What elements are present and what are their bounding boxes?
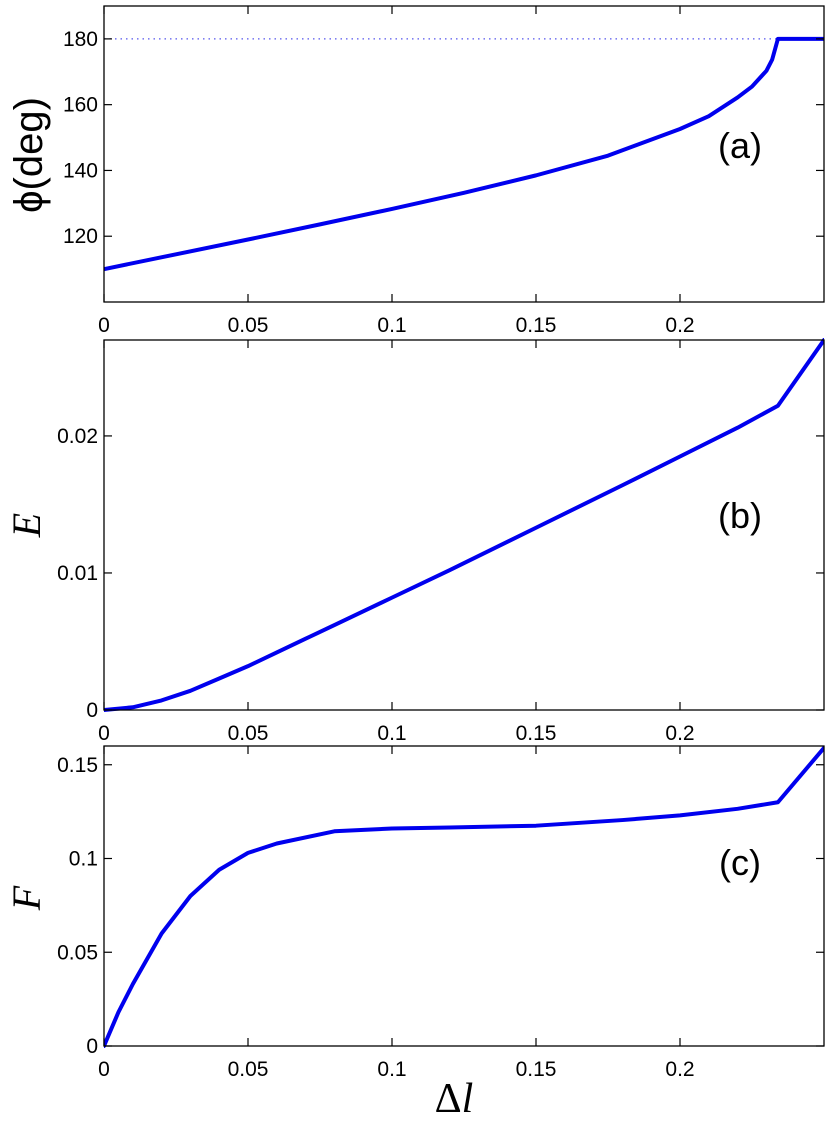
y-tick-label: 0.01 (57, 562, 98, 585)
x-axis-label: Δl (435, 1076, 474, 1122)
axes-box (103, 5, 825, 303)
panel-a: 0 0.05 0.1 0.15 0.2 120 140 160 180 ϕ(deg) (a) (7, 5, 825, 337)
x-tick-label: 0.2 (665, 314, 694, 337)
panel-label: (a) (718, 125, 762, 166)
x-tick-label: 0.05 (228, 314, 269, 337)
y-tick-label: 0.15 (57, 754, 98, 777)
y-tick-label: 180 (63, 28, 98, 51)
series-line (104, 36, 824, 272)
axes-box (103, 745, 825, 1047)
panel-c: 0 0.05 0.1 0.15 0.2 0 0.05 0.1 0.15 F (c) Δl (4, 745, 825, 1122)
series-line (104, 338, 824, 712)
x-tick-label: 0.15 (516, 314, 557, 337)
panel-b: 0 0.05 0.1 0.15 0.2 0 0.01 0.02 E (b) (4, 338, 825, 745)
y-tick-label: 120 (63, 225, 98, 248)
y-axis-label: ϕ(deg) (7, 97, 51, 213)
x-tick-label: 0.1 (377, 1058, 406, 1081)
x-tick-label: 0 (98, 314, 110, 337)
y-tick-label: 140 (63, 159, 98, 182)
x-tick-label: 0.15 (516, 1058, 557, 1081)
x-axis-label-delta: Δ (435, 1076, 462, 1122)
panel-label: (b) (718, 495, 762, 536)
y-tick-label: 0.05 (57, 941, 98, 964)
y-tick-label: 0.02 (57, 425, 98, 448)
axes-box (103, 339, 825, 711)
x-axis-label-var: l (462, 1076, 474, 1122)
x-tick-label: 0 (98, 1058, 110, 1081)
panel-label: (c) (719, 842, 761, 883)
y-axis-label: E (4, 513, 49, 538)
x-tick-label: 0.05 (228, 1058, 269, 1081)
x-tick-label: 0.05 (228, 722, 269, 745)
y-tick-label: 160 (63, 94, 98, 117)
x-tick-label: 0.2 (665, 722, 694, 745)
y-axis-label: F (4, 885, 49, 911)
series-line (104, 745, 824, 1048)
y-tick-label: 0 (86, 1035, 98, 1058)
y-tick-label: 0 (86, 699, 98, 722)
y-tick-label: 0.1 (69, 848, 98, 871)
x-tick-label: 0.1 (377, 314, 406, 337)
x-tick-label: 0.2 (665, 1058, 694, 1081)
x-tick-label: 0 (98, 722, 110, 745)
x-tick-label: 0.1 (377, 722, 406, 745)
x-tick-label: 0.15 (516, 722, 557, 745)
